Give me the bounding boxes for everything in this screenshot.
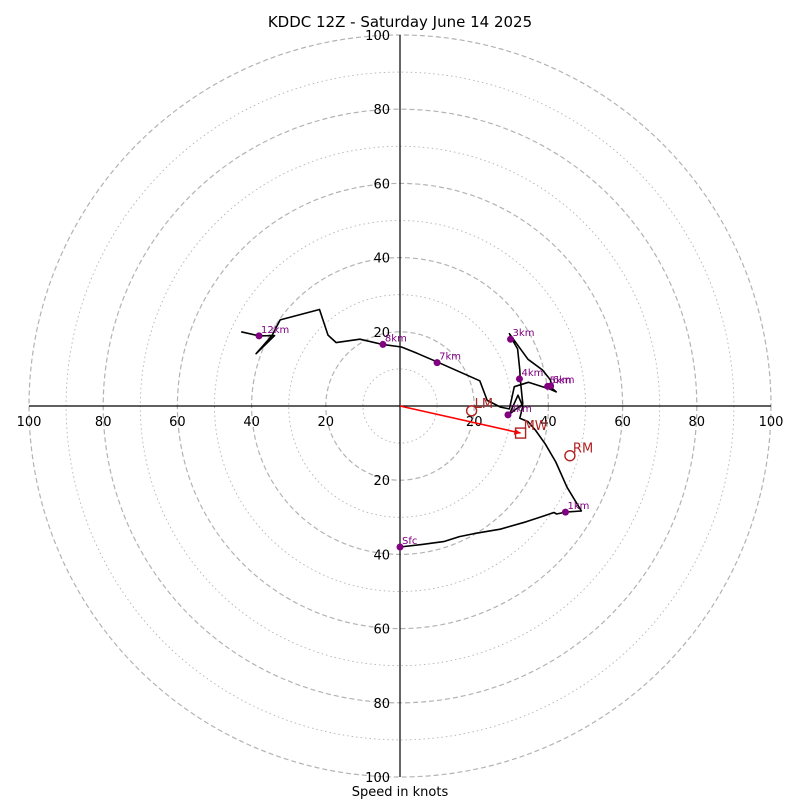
height-point: [515, 375, 523, 383]
right-mover-label: RM: [573, 442, 593, 457]
y-tick-label: 80: [373, 103, 390, 118]
height-label: 2km: [510, 404, 532, 415]
height-point: [504, 411, 512, 419]
x-tick-label: 40: [540, 415, 557, 430]
height-label: 1km: [567, 501, 589, 512]
height-point: [547, 382, 555, 390]
wind-trace: [241, 308, 583, 548]
y-tick-label: 60: [373, 623, 390, 638]
height-point: [507, 335, 515, 343]
y-tick-label: 100: [365, 29, 390, 44]
x-tick-label: 60: [614, 415, 631, 430]
x-axis-label: Speed in knots: [352, 785, 449, 800]
y-tick-label: 40: [373, 252, 390, 267]
x-tick-label: 80: [95, 415, 112, 430]
y-tick-label: 100: [365, 771, 390, 786]
y-tick-label: 40: [373, 548, 390, 563]
y-tick-label: 80: [373, 697, 390, 712]
height-label: 12km: [261, 325, 289, 336]
y-tick-label: 20: [373, 326, 390, 341]
height-point: [561, 508, 569, 516]
mean-wind-label: MW: [524, 419, 548, 434]
mean-wind-arrow: [399, 405, 521, 434]
height-label: 6km: [553, 375, 575, 386]
y-tick-label: 60: [373, 177, 390, 192]
storm-motion-markers: LM MW RM: [399, 397, 593, 462]
height-label: 3km: [513, 328, 535, 339]
x-tick-label: 40: [243, 415, 260, 430]
x-tick-label: 60: [169, 415, 186, 430]
x-tick-label: 80: [689, 415, 706, 430]
x-tick-label: 100: [17, 415, 42, 430]
right-mover-marker: [564, 450, 576, 462]
left-mover-label: LM: [475, 397, 493, 412]
mean-wind-marker: [514, 427, 527, 439]
height-label: Sfc: [402, 536, 417, 547]
height-label: 4km: [521, 368, 543, 379]
hodograph-line: [241, 308, 583, 548]
y-tick-label: 20: [373, 474, 390, 489]
height-label: 7km: [439, 352, 461, 363]
height-label: 8km: [385, 333, 407, 344]
height-point: [396, 543, 404, 551]
left-mover-marker: [465, 405, 478, 417]
chart-title: KDDC 12Z - Saturday June 14 2025: [268, 13, 532, 31]
arrow-head: [513, 428, 521, 435]
x-tick-label: 100: [759, 415, 784, 430]
x-tick-label: 20: [318, 415, 335, 430]
height-point: [255, 332, 263, 340]
height-point: [433, 359, 441, 367]
height-point: [379, 340, 387, 348]
height-label: 5km: [550, 375, 572, 386]
